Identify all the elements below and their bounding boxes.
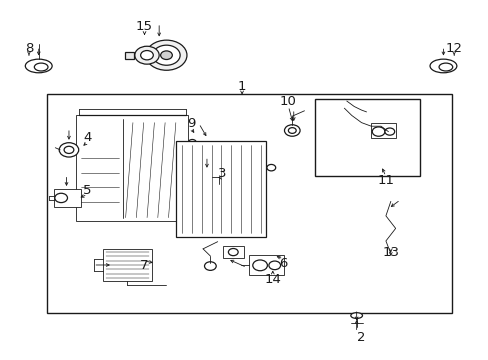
Ellipse shape xyxy=(350,313,362,319)
Text: 11: 11 xyxy=(377,174,394,187)
Text: 8: 8 xyxy=(25,41,33,54)
Bar xyxy=(176,140,266,237)
Ellipse shape xyxy=(25,59,52,73)
Circle shape xyxy=(160,51,172,59)
Ellipse shape xyxy=(429,59,456,73)
Circle shape xyxy=(55,193,67,203)
Text: 6: 6 xyxy=(279,257,287,270)
Bar xyxy=(249,255,283,275)
Circle shape xyxy=(59,143,79,157)
Circle shape xyxy=(284,125,300,136)
Bar xyxy=(125,51,134,59)
Ellipse shape xyxy=(34,63,48,71)
Circle shape xyxy=(188,204,196,210)
Text: 3: 3 xyxy=(218,167,226,180)
Circle shape xyxy=(204,262,216,270)
Bar xyxy=(370,123,395,138)
Bar xyxy=(47,94,451,313)
Circle shape xyxy=(188,139,196,145)
Bar xyxy=(315,99,419,176)
Text: 4: 4 xyxy=(83,131,91,144)
Text: 1: 1 xyxy=(237,80,246,93)
Text: 15: 15 xyxy=(136,20,153,33)
Bar xyxy=(54,189,81,207)
Bar xyxy=(222,246,244,258)
Ellipse shape xyxy=(438,63,452,71)
Circle shape xyxy=(252,260,267,271)
Circle shape xyxy=(228,248,238,256)
Text: 5: 5 xyxy=(83,184,92,197)
Bar xyxy=(76,116,188,221)
Text: 9: 9 xyxy=(186,117,195,130)
Text: 13: 13 xyxy=(382,246,399,259)
Circle shape xyxy=(153,45,180,65)
Circle shape xyxy=(288,128,296,134)
Circle shape xyxy=(141,50,153,60)
Bar xyxy=(103,249,152,281)
Text: 14: 14 xyxy=(264,273,281,286)
Text: 2: 2 xyxy=(357,330,365,343)
Text: 12: 12 xyxy=(445,41,462,54)
Circle shape xyxy=(135,46,159,64)
Circle shape xyxy=(146,40,186,70)
Circle shape xyxy=(384,128,394,135)
Circle shape xyxy=(266,165,275,171)
Circle shape xyxy=(196,171,212,183)
Text: 10: 10 xyxy=(279,95,296,108)
Circle shape xyxy=(268,261,280,270)
Circle shape xyxy=(371,127,384,136)
Text: 7: 7 xyxy=(140,259,148,272)
Circle shape xyxy=(64,146,74,153)
Circle shape xyxy=(188,175,196,181)
